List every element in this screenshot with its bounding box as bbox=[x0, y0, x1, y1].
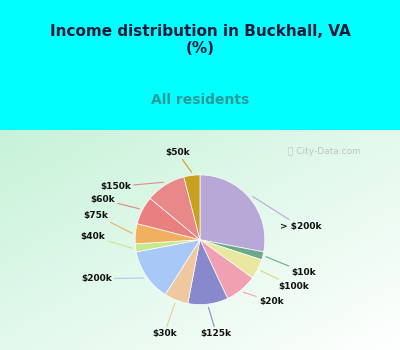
Text: $30k: $30k bbox=[152, 303, 177, 338]
Wedge shape bbox=[184, 175, 200, 240]
Wedge shape bbox=[135, 224, 200, 244]
Text: > $200k: > $200k bbox=[252, 196, 321, 231]
Wedge shape bbox=[165, 240, 200, 303]
Wedge shape bbox=[200, 240, 262, 278]
Text: $50k: $50k bbox=[165, 148, 192, 172]
Wedge shape bbox=[200, 240, 264, 260]
Text: $40k: $40k bbox=[81, 232, 132, 248]
Wedge shape bbox=[136, 240, 200, 294]
Text: $60k: $60k bbox=[90, 195, 139, 209]
Text: ⓘ City-Data.com: ⓘ City-Data.com bbox=[288, 147, 361, 156]
Wedge shape bbox=[200, 175, 265, 252]
Text: $75k: $75k bbox=[84, 211, 132, 233]
Text: $20k: $20k bbox=[244, 292, 284, 306]
Wedge shape bbox=[137, 198, 200, 240]
Text: $200k: $200k bbox=[81, 274, 144, 283]
Wedge shape bbox=[200, 240, 252, 299]
Text: All residents: All residents bbox=[151, 93, 249, 107]
Text: $150k: $150k bbox=[100, 182, 164, 191]
Text: $100k: $100k bbox=[261, 271, 310, 291]
Text: $10k: $10k bbox=[266, 257, 316, 277]
Text: Income distribution in Buckhall, VA
(%): Income distribution in Buckhall, VA (%) bbox=[50, 24, 350, 56]
Wedge shape bbox=[150, 177, 200, 240]
Text: $125k: $125k bbox=[201, 307, 232, 338]
Wedge shape bbox=[135, 240, 200, 252]
Wedge shape bbox=[188, 240, 228, 304]
